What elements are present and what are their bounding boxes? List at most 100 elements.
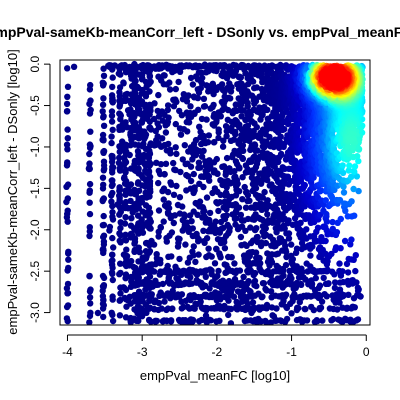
scatter-point [195, 236, 202, 243]
scatter-point [117, 260, 124, 267]
scatter-point [237, 233, 245, 241]
scatter-point [331, 284, 339, 292]
scatter-point [339, 268, 346, 275]
scatter-point [253, 282, 260, 290]
scatter-point [87, 106, 94, 114]
scatter-point [153, 317, 161, 325]
scatter-point [350, 153, 357, 161]
scatter-point [176, 235, 183, 243]
scatter-point [328, 192, 335, 200]
scatter-point [281, 126, 288, 133]
scatter-point [100, 313, 107, 321]
scatter-point [182, 241, 189, 248]
scatter-point [100, 221, 108, 229]
scatter-point [264, 197, 271, 204]
scatter-point [109, 155, 116, 162]
scatter-point [147, 160, 154, 168]
scatter-point [240, 147, 247, 154]
scatter-point [208, 267, 215, 274]
scatter-point [297, 280, 305, 288]
scatter-point [122, 214, 129, 221]
scatter-point [266, 133, 273, 141]
scatter-point [261, 188, 268, 196]
scatter-point [195, 159, 203, 166]
scatter-point [288, 310, 295, 317]
scatter-point [336, 260, 343, 267]
scatter-point [109, 251, 116, 259]
scatter-point [100, 80, 107, 87]
y-tick-label: -1.0 [28, 136, 42, 157]
scatter-point [187, 74, 195, 82]
scatter-point [87, 309, 94, 316]
scatter-point [109, 209, 116, 216]
scatter-point [228, 179, 236, 186]
scatter-point [318, 234, 325, 241]
scatter-point [147, 78, 154, 86]
scatter-point [164, 102, 172, 109]
scatter-point [227, 305, 235, 313]
scatter-point [86, 199, 93, 206]
scatter-point [335, 82, 343, 90]
scatter-point [87, 81, 94, 89]
scatter-point [94, 309, 102, 317]
scatter-point [151, 100, 158, 107]
scatter-point [188, 218, 195, 225]
scatter-point [262, 239, 270, 247]
scatter-point [147, 225, 154, 232]
scatter-point [135, 317, 142, 325]
scatter-point [64, 160, 71, 167]
scatter-point [100, 238, 108, 245]
scatter-point [161, 298, 168, 305]
scatter-point [150, 241, 158, 248]
scatter-point [333, 229, 341, 236]
scatter-point [160, 196, 167, 203]
scatter-point [337, 245, 344, 252]
scatter-point [320, 274, 327, 282]
scatter-point [339, 304, 346, 311]
scatter-point [273, 305, 280, 312]
scatter-point [344, 269, 352, 276]
scatter-point [126, 151, 133, 159]
scatter-point [348, 236, 355, 243]
scatter-point [252, 185, 260, 192]
scatter-point [214, 170, 221, 177]
scatter-point [302, 276, 309, 283]
scatter-point [189, 316, 197, 324]
scatter-point [121, 220, 129, 227]
scatter-point [109, 74, 116, 81]
scatter-point [100, 282, 108, 289]
scatter-point [63, 100, 71, 108]
scatter-point [260, 280, 268, 287]
scatter-point [127, 181, 135, 188]
scatter-point [313, 317, 320, 324]
scatter-point [203, 116, 210, 123]
scatter-point [288, 241, 295, 248]
y-axis: 0.0 -0.5 -1.0 -1.5 -2.0 -2.5 -3.0 [28, 55, 51, 323]
scatter-point [117, 112, 125, 119]
scatter-point [159, 117, 166, 124]
scatter-point [123, 252, 131, 260]
scatter-point [187, 103, 194, 110]
scatter-point [100, 181, 107, 188]
scatter-point [352, 252, 359, 259]
scatter-point [278, 184, 286, 192]
scatter-point [100, 122, 108, 129]
scatter-point [109, 181, 116, 188]
scatter-point [333, 63, 340, 71]
scatter-point [109, 276, 117, 284]
scatter-point [99, 174, 107, 181]
scatter-point [211, 260, 219, 267]
scatter-point [63, 141, 71, 148]
scatter-point [184, 128, 191, 135]
scatter-point [63, 108, 71, 115]
scatter-point [239, 174, 246, 181]
scatter-point [194, 94, 202, 102]
scatter-point [131, 235, 139, 242]
scatter-point [117, 224, 124, 232]
scatter-point [181, 213, 188, 220]
scatter-point [170, 219, 177, 227]
scatter-point [200, 95, 208, 103]
y-axis-title: empPval-sameKb-meanCorr_left - DSonly [l… [5, 49, 20, 334]
scatter-point [100, 113, 107, 120]
scatter-point [340, 189, 348, 196]
